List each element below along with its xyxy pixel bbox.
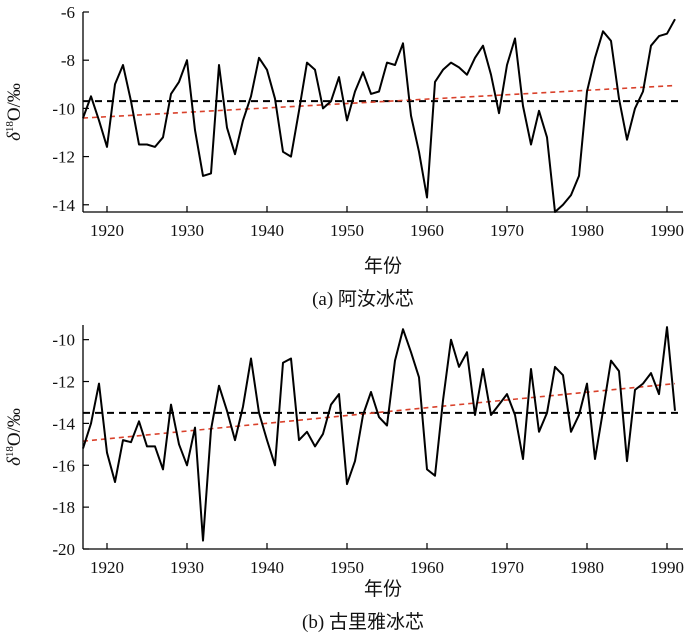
panel-b-trend-line [82,382,676,442]
y-tick-label: -14 [52,414,75,433]
x-tick-label: 1970 [490,221,524,240]
y-tick-label: -12 [52,148,75,167]
panel-a-y-axis-label-sup: 18 [4,121,16,133]
panel-a-ytick-labels: -6 -8 -10 -12 -14 [52,3,75,215]
panel-a-xtick-labels: 1920 1930 1940 1950 1960 1970 1980 1990 [90,221,684,240]
x-tick-label: 1940 [250,221,284,240]
panel-b-y-axis-label: δ18O/‰ [4,408,25,466]
x-tick-label: 1990 [650,221,684,240]
x-tick-label: 1950 [330,221,364,240]
x-tick-label: 1970 [490,558,524,577]
panel-b-series-line [82,326,676,542]
y-tick-label: -10 [52,331,75,350]
x-tick-label: 1960 [410,558,444,577]
x-tick-label: 1950 [330,558,364,577]
y-tick-label: -18 [52,498,75,517]
y-tick-label: -16 [52,456,75,475]
panel-a-y-axis-label: δ18O/‰ [4,83,25,141]
x-tick-label: 1980 [570,558,604,577]
x-tick-label: 1920 [90,221,124,240]
panel-a-x-axis-label: 年份 [364,255,402,277]
y-tick-label: -12 [52,373,75,392]
y-tick-label: -10 [52,99,75,118]
panel-b-y-axis-label-sup: 18 [4,446,16,458]
panel-b-guliya-ice-core: 1920 1930 1940 1950 1960 1970 1980 1990 -10-12-… [4,325,684,633]
x-tick-label: 1940 [250,558,284,577]
panel-b-x-axis-label: 年份 [364,578,402,600]
x-tick-label: 1930 [170,221,204,240]
y-tick-label: -8 [61,51,75,70]
x-tick-label: 1930 [170,558,204,577]
x-tick-label: 1960 [410,221,444,240]
y-tick-label: -14 [52,196,75,215]
panel-b-y-axis-label-rest: O/‰ [4,408,25,446]
x-tick-label: 1990 [650,558,684,577]
panel-b-axes [82,325,683,550]
panel-a-axes [82,11,683,213]
panel-b-y-axis-label-delta: δ [4,456,25,466]
x-tick-label: 1920 [90,558,124,577]
panel-a-y-axis-label-rest: O/‰ [4,83,25,121]
panel-a-y-axis-label-delta: δ [4,131,25,141]
panel-a-series-line [82,18,676,213]
y-tick-label: -20 [52,540,75,559]
panel-a-caption: (a) 阿汝冰芯 [312,288,414,310]
panel-b-caption: (b) 古里雅冰芯 [302,611,424,633]
panel-b-xtick-labels: 1920 1930 1940 1950 1960 1970 1980 1990 [90,558,684,577]
panel-a-ar-ice-core: 1920 1930 1940 1950 1960 1970 1980 1990 -6 -8 -10… [4,3,684,310]
y-tick-label: -6 [61,3,75,22]
panel-b-ytick-labels: -10 -12 -14 -16 -18 -20 [52,331,75,559]
x-tick-label: 1980 [570,221,604,240]
